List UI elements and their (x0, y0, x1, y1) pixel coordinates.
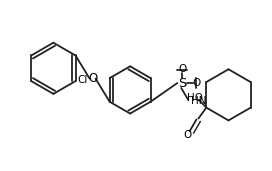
Text: O: O (178, 64, 186, 74)
Text: S: S (178, 77, 186, 90)
Text: HN: HN (191, 96, 207, 106)
Text: Cl: Cl (78, 75, 88, 85)
Text: HO: HO (187, 93, 203, 103)
Text: O: O (88, 72, 97, 85)
Text: O: O (184, 130, 192, 140)
Text: O: O (192, 78, 200, 88)
